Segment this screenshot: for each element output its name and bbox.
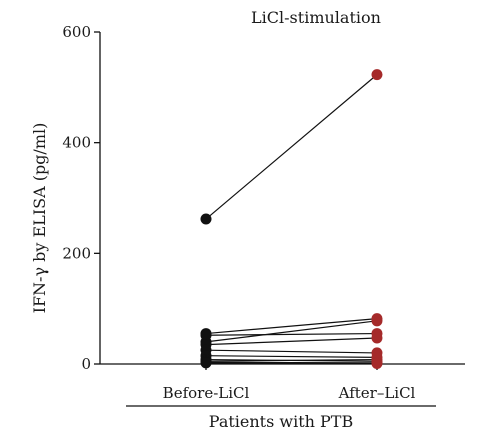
pair-line (205, 358, 378, 362)
pair-line (205, 74, 378, 220)
y-ticks: 0 200 400 600 (62, 23, 100, 373)
point-before (200, 213, 212, 225)
x-ticks: Before-LiCl After–LiCl (163, 364, 416, 402)
pair-line (205, 362, 378, 365)
x-tick-label: Before-LiCl (163, 384, 250, 402)
y-axis-label: IFN-γ by ELISA (pg/ml) (30, 123, 49, 314)
y-tick-label: 600 (62, 23, 91, 41)
paired-series (200, 69, 383, 369)
chart-title: LiCl-stimulation (251, 8, 381, 27)
point-after (371, 315, 383, 327)
pair-line (205, 320, 378, 343)
point-after (371, 357, 383, 369)
x-tick-label: After–LiCl (338, 384, 416, 402)
pair-line (205, 355, 378, 358)
pair-line (205, 349, 378, 354)
y-tick-label: 0 (81, 355, 91, 373)
x-axis-label: Patients with PTB (209, 412, 353, 431)
y-tick-label: 200 (62, 244, 91, 262)
pair-line (205, 332, 378, 336)
point-before (200, 329, 212, 341)
pair-line (205, 318, 378, 335)
point-before (200, 357, 212, 369)
point-after (371, 332, 383, 344)
axes (99, 32, 465, 365)
y-tick-label: 400 (62, 134, 91, 152)
point-after (371, 69, 383, 81)
pair-line (205, 337, 378, 346)
